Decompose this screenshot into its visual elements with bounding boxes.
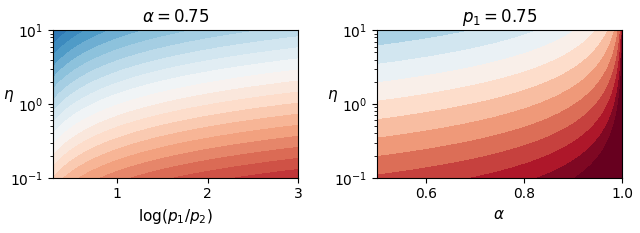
X-axis label: $\log(p_1/p_2)$: $\log(p_1/p_2)$ [138,207,213,226]
Title: $\alpha = 0.75$: $\alpha = 0.75$ [142,8,209,26]
Y-axis label: $\eta$: $\eta$ [327,88,338,104]
Y-axis label: $\eta$: $\eta$ [3,88,15,104]
Title: $p_1 = 0.75$: $p_1 = 0.75$ [462,7,537,28]
X-axis label: $\alpha$: $\alpha$ [493,207,506,222]
